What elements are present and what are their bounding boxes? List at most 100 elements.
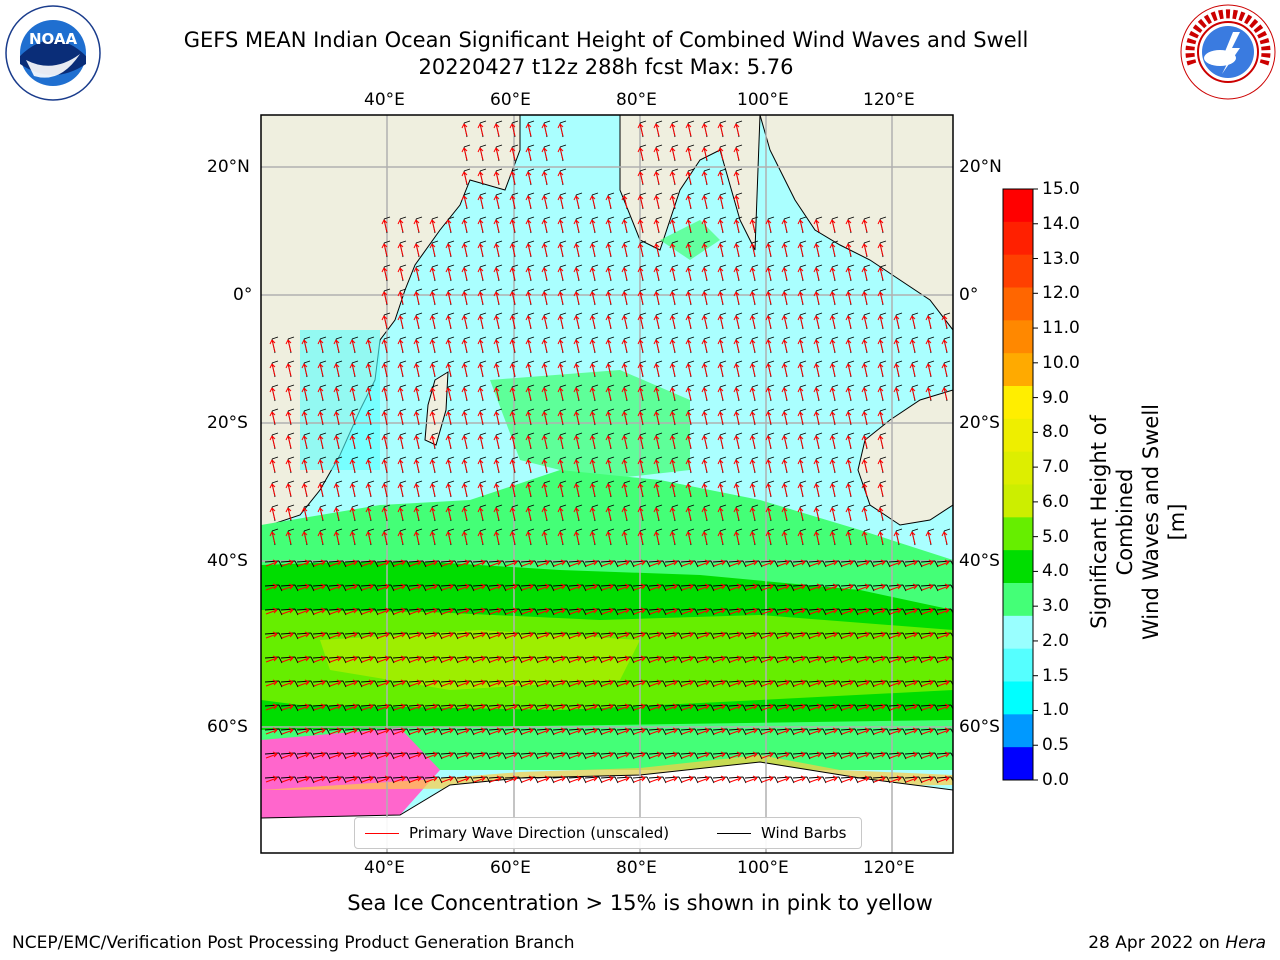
wind-barb [520,656,539,664]
wind-barb [312,608,331,616]
wave-direction-arrow [617,727,630,735]
wave-direction-arrow [861,363,868,377]
wave-direction-arrow [797,291,804,305]
wave-direction-arrow [381,435,388,449]
wave-direction-arrow [541,123,548,137]
wind-barb [712,680,731,688]
wave-direction-arrow [637,195,644,209]
wind-barb [312,656,331,664]
wave-direction-arrow [653,387,660,401]
wind-barb [632,632,651,640]
wind-barb [920,728,939,736]
wave-direction-arrow [697,583,710,591]
colorbar-segment [1003,681,1033,715]
wave-direction-arrow [813,339,820,353]
wind-barb [440,680,459,688]
wave-direction-arrow [889,655,902,663]
wave-direction-arrow [585,583,598,591]
wind-barb [616,656,635,664]
wind-barb [328,752,347,760]
band-2-3m-west [300,330,380,470]
wind-barb [264,728,283,736]
wind-barb [648,608,667,616]
wave-direction-arrow [921,679,934,687]
wave-direction-arrow [861,243,868,257]
wave-direction-arrow [653,171,660,185]
wave-direction-arrow [573,291,580,305]
wave-direction-arrow [377,727,390,735]
wave-direction-arrow [537,679,550,687]
wave-direction-arrow [297,607,310,615]
wind-barb [824,704,843,712]
wave-direction-arrow [861,507,868,521]
wind-barb [744,584,763,592]
wave-direction-arrow [349,387,356,401]
wind-barb [840,680,859,688]
wave-direction-arrow [653,531,660,545]
wave-direction-arrow [889,607,902,615]
wind-barb [872,680,891,688]
wind-barb [296,608,315,616]
wind-barb [264,656,283,664]
wave-direction-arrow [733,363,740,377]
wave-direction-arrow [329,679,342,687]
wave-direction-arrow [877,435,884,449]
wave-direction-arrow [685,267,692,281]
wave-direction-arrow [541,195,548,209]
wave-direction-arrow [717,243,724,257]
wave-direction-arrow [825,631,838,639]
wave-direction-arrow [285,411,292,425]
wave-direction-arrow [537,727,550,735]
wave-direction-arrow [701,387,708,401]
wave-direction-arrow [637,507,644,521]
wave-direction-arrow [573,483,580,497]
wind-barb [680,584,699,592]
wave-direction-arrow [905,775,918,783]
wind-barb [328,584,347,592]
wave-direction-arrow [525,387,532,401]
wind-barb [568,680,587,688]
wave-direction-arrow [761,655,774,663]
wind-barb [344,608,363,616]
wind-barb [456,728,475,736]
wind-barb [616,584,635,592]
colorbar-segment [1003,747,1033,781]
wave-direction-arrow [809,679,822,687]
wave-direction-arrow [493,339,500,353]
colorbar-segment [1003,484,1033,518]
wave-direction-arrow [733,507,740,521]
wave-direction-arrow [797,339,804,353]
wave-direction-arrow [717,411,724,425]
lon-tick-top-80e: 80°E [616,90,657,110]
wave-direction-arrow [745,655,758,663]
wave-direction-arrow [525,195,532,209]
wave-direction-arrow [381,339,388,353]
wind-barb [424,680,443,688]
wave-direction-arrow [621,267,628,281]
colorbar-segment [1003,320,1033,354]
wave-direction-arrow [729,583,742,591]
wind-barb [424,728,443,736]
wave-direction-arrow [477,123,484,137]
wave-direction-arrow [461,387,468,401]
wave-direction-arrow [733,387,740,401]
wind-barb [488,752,507,760]
wave-direction-arrow [845,531,852,545]
wave-direction-arrow [633,583,646,591]
wave-direction-arrow [829,435,836,449]
lon-tick-bottom-100e: 100°E [737,858,789,878]
wind-barb [504,632,523,640]
wave-direction-arrow [573,243,580,257]
wind-barb [584,728,603,736]
wave-direction-arrow [733,123,740,137]
wave-direction-arrow [617,583,630,591]
wind-barb [296,560,315,568]
wave-direction-arrow [749,291,756,305]
wind-barb [888,776,907,784]
wind-barb [536,704,555,712]
wave-direction-arrow [557,195,564,209]
wave-direction-arrow [681,727,694,735]
wind-barb [520,728,539,736]
wind-barb [312,560,331,568]
wave-direction-arrow [589,219,596,233]
